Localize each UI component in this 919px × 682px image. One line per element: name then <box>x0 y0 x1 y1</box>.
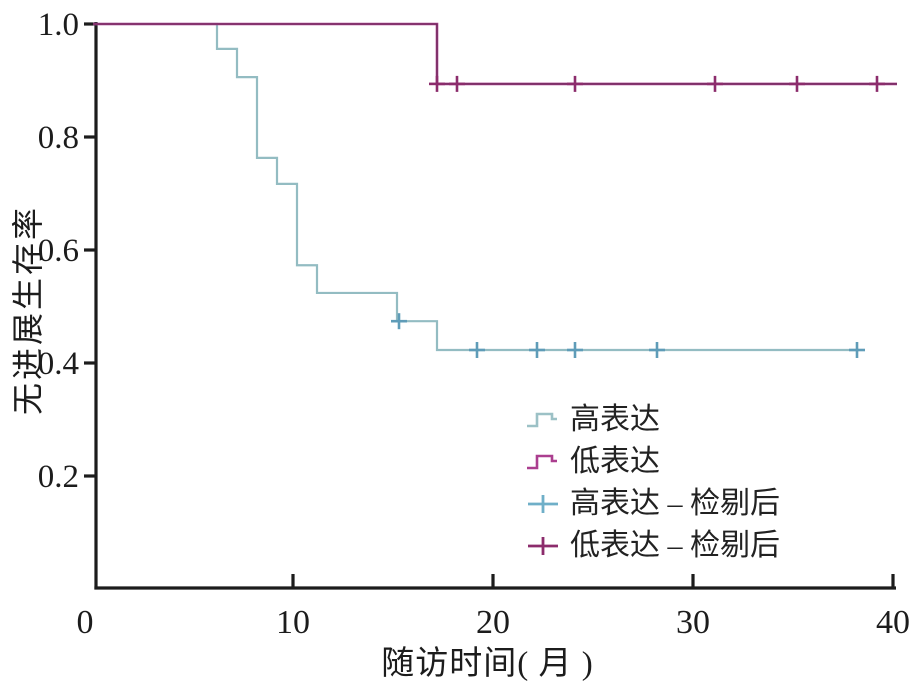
x-tick-label: 20 <box>476 604 510 641</box>
y-axis-title: 无进展生存率 <box>10 205 46 416</box>
series-curve-low-expression <box>93 22 897 86</box>
y-tick-label: 0.2 <box>38 459 79 495</box>
y-tick-label: 1.0 <box>38 7 79 43</box>
y-tick-label: 0.4 <box>38 346 79 382</box>
censor-plus-icon <box>528 537 558 555</box>
legend-label: 低表达 – 检剔后 <box>570 529 780 562</box>
series-curve-high-expression <box>93 22 859 352</box>
y-tick-label: 0.8 <box>38 120 79 156</box>
step-line-icon <box>527 454 557 470</box>
legend-item-2: 低表达 <box>526 441 780 483</box>
x-tick-label: 10 <box>276 604 310 641</box>
legend-item-1: 高表达 <box>526 399 780 441</box>
step-line-icon <box>527 412 557 428</box>
censor-plus-icon <box>528 495 558 513</box>
x-axis-title: 随访时间( 月 ) <box>381 646 594 682</box>
x-tick-label: 0 <box>77 604 94 641</box>
x-tick-label: 30 <box>676 604 710 641</box>
legend-label: 低表达 <box>570 445 660 478</box>
y-tick-label: 0.6 <box>38 233 79 269</box>
legend-label: 高表达 – 检剔后 <box>570 487 780 520</box>
legend-item-4: 低表达 – 检剔后 <box>526 525 780 567</box>
series-curve-core-low-expression <box>93 23 897 85</box>
legend-label: 高表达 <box>570 403 660 436</box>
legend: 高表达低表达高表达 – 检剔后 低表达 – 检剔后 <box>526 399 780 567</box>
x-tick-label: 40 <box>876 604 910 641</box>
legend-item-3: 高表达 – 检剔后 <box>526 483 780 525</box>
